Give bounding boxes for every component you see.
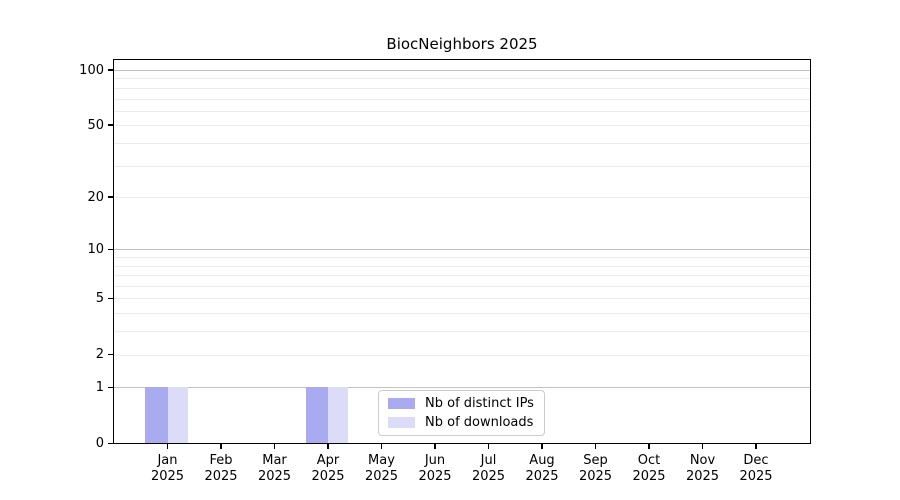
y-tick-label: 2: [95, 347, 104, 363]
y-tick-label: 100: [79, 62, 104, 78]
gridline-minor: [113, 98, 811, 100]
gridline-minor: [113, 286, 811, 288]
y-tick: [108, 297, 113, 300]
legend-item-distinct-ips: Nb of distinct IPs: [379, 396, 544, 412]
y-tick: [108, 196, 113, 198]
x-tick-label-year: 2025: [632, 469, 666, 484]
gridline-minor: [113, 165, 811, 167]
gridline-minor: [113, 87, 811, 89]
gridline-minor: [113, 125, 811, 127]
x-tick-label-year: 2025: [311, 469, 345, 484]
gridline-minor: [113, 142, 811, 144]
x-tick: [327, 443, 329, 449]
x-tick: [273, 443, 276, 449]
gridline-minor: [113, 313, 811, 315]
x-tick-label-month: May: [368, 453, 395, 468]
bar-nb-of-distinct-ips-apr: [305, 387, 328, 444]
x-tick-label-month: Sep: [583, 453, 608, 468]
y-tick: [108, 386, 113, 389]
gridline-major: [113, 70, 811, 71]
x-tick-label-month: Oct: [637, 453, 661, 468]
plot-frame: [113, 59, 811, 444]
x-tick-label-month: Jan: [157, 453, 178, 468]
downloads-swatch: [388, 417, 415, 428]
x-tick-label-year: 2025: [204, 469, 238, 484]
x-tick-label-year: 2025: [578, 469, 613, 484]
y-tick: [108, 442, 113, 445]
x-tick-label-month: Jul: [480, 453, 497, 468]
x-tick-label-year: 2025: [739, 469, 773, 484]
gridline-minor: [113, 197, 811, 199]
gridline-minor: [113, 354, 811, 356]
gridline-major: [113, 387, 811, 389]
x-tick-label-month: Aug: [529, 453, 555, 468]
y-tick: [108, 124, 113, 127]
gridline-minor: [113, 265, 811, 267]
x-tick: [648, 443, 650, 449]
x-tick-label-month: Feb: [209, 453, 233, 468]
distinct-ips-swatch: [388, 398, 415, 409]
gridline-major: [113, 249, 811, 251]
y-tick-label: 5: [95, 290, 104, 306]
y-tick-label: 0: [95, 436, 104, 451]
x-tick: [541, 443, 543, 449]
y-tick-label: 10: [87, 241, 104, 257]
y-tick-label: 50: [87, 117, 104, 133]
x-tick: [755, 443, 757, 449]
bar-nb-of-distinct-ips-jan: [145, 387, 168, 444]
y-tick-label: 20: [87, 189, 104, 205]
y-tick: [108, 353, 113, 356]
bar-nb-of-downloads-jan: [167, 387, 188, 444]
x-tick-label-year: 2025: [471, 469, 506, 484]
legend: Nb of distinct IPs Nb of downloads: [378, 390, 545, 436]
legend-label-downloads: Nb of downloads: [425, 415, 534, 430]
x-tick: [166, 443, 169, 449]
gridline-minor: [113, 257, 811, 259]
gridline-minor: [113, 110, 811, 112]
x-tick-label-month: Mar: [262, 453, 287, 468]
x-tick: [380, 443, 383, 449]
x-tick-label-year: 2025: [257, 469, 292, 484]
gridline-minor: [113, 78, 811, 80]
x-tick: [487, 443, 490, 449]
chart-title: BiocNeighbors 2025: [386, 35, 538, 53]
legend-label-distinct-ips: Nb of distinct IPs: [425, 396, 534, 411]
x-tick-label-month: Jun: [424, 453, 446, 468]
bar-nb-of-downloads-apr: [328, 387, 348, 444]
gridline-minor: [113, 275, 811, 277]
y-tick: [108, 248, 113, 251]
x-tick-label-year: 2025: [525, 469, 559, 484]
x-tick: [220, 443, 222, 449]
x-tick: [701, 443, 704, 449]
x-tick-label-year: 2025: [150, 469, 185, 484]
x-tick-label-month: Dec: [743, 453, 769, 468]
x-tick-label-year: 2025: [685, 469, 720, 484]
gridline-minor: [113, 298, 811, 300]
x-tick: [434, 443, 436, 449]
plot-area: [113, 59, 811, 444]
x-tick-label-month: Apr: [316, 453, 340, 468]
x-tick-label-year: 2025: [364, 469, 399, 484]
x-tick-label-month: Nov: [689, 453, 716, 468]
gridline-minor: [113, 331, 811, 333]
legend-item-downloads: Nb of downloads: [379, 415, 544, 431]
y-tick-label: 1: [95, 379, 104, 395]
x-tick-label-year: 2025: [418, 469, 452, 484]
x-tick: [594, 443, 597, 449]
y-tick: [108, 69, 113, 71]
